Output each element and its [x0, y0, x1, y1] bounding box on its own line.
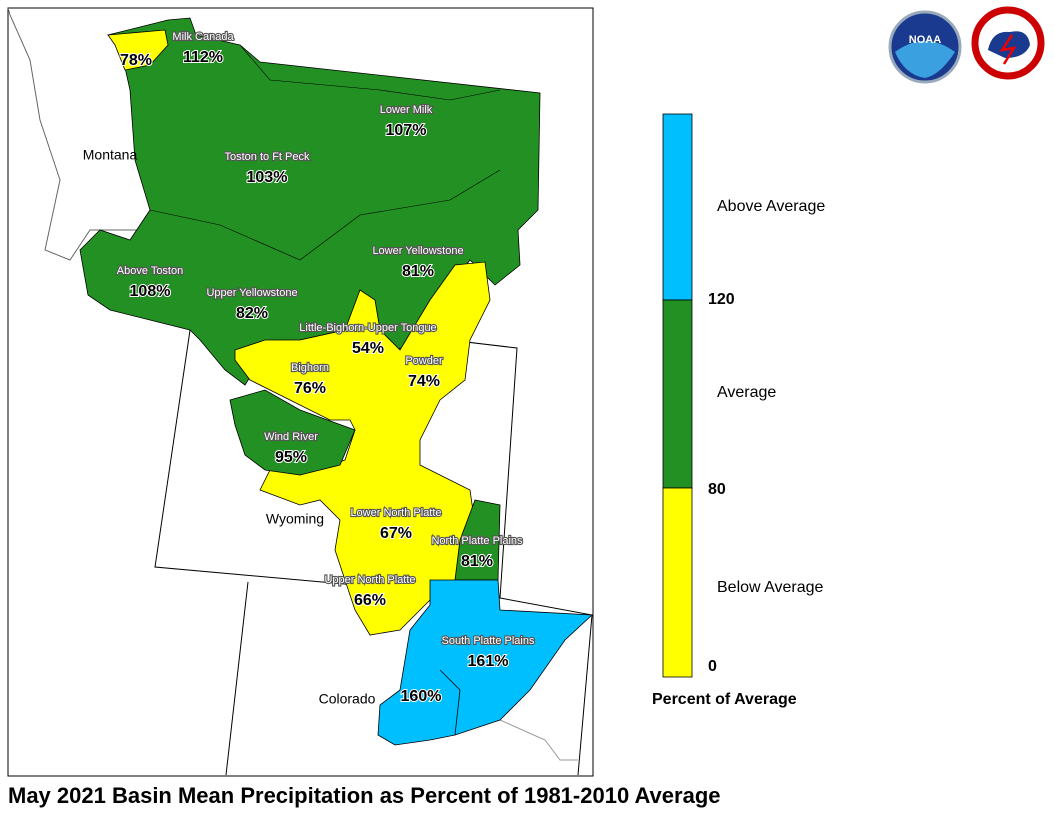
- basin-name: Wind River: [264, 431, 318, 443]
- legend-label: Average: [717, 384, 776, 401]
- basin-value: 161%: [468, 653, 509, 670]
- basin-value: 81%: [402, 263, 434, 280]
- basin-name: Little-Bighorn-Upper Tongue: [299, 322, 436, 334]
- basin-value: 108%: [130, 283, 171, 300]
- noaa-logo-text: NOAA: [909, 34, 941, 46]
- basin-name: North Platte Plains: [431, 535, 523, 547]
- basin-name: Above Toston: [117, 265, 183, 277]
- state-border: [225, 581, 249, 776]
- noaa-logo-wave: [895, 41, 955, 78]
- basin-value: 66%: [354, 592, 386, 609]
- basin-value: 103%: [247, 169, 288, 186]
- basin-value: 112%: [183, 49, 223, 66]
- state-label: Colorado: [319, 691, 376, 707]
- basin-name: South Platte Plains: [442, 635, 535, 647]
- basin-below: [107, 29, 169, 71]
- legend-swatch-below: [662, 487, 693, 678]
- basin-name: Lower North Platte: [350, 507, 441, 519]
- basin-border: [149, 169, 501, 261]
- legend-label: Above Average: [717, 198, 825, 215]
- basin-name: Toston to Ft Peck: [225, 151, 310, 163]
- nws-logo-bolt: [999, 34, 1017, 65]
- basin-name: Milk Canada: [172, 31, 234, 43]
- basin-value: 54%: [352, 340, 384, 357]
- nws-logo-cloud: [988, 31, 1030, 58]
- legend-tick: 120: [708, 291, 735, 308]
- basin-value: 76%: [294, 380, 326, 397]
- basin-name: Upper North Platte: [324, 574, 415, 586]
- state-border: [7, 7, 140, 261]
- county-border: [499, 719, 578, 761]
- basin-value: 160%: [401, 688, 442, 705]
- basin-average: [229, 389, 356, 476]
- map-title: May 2021 Basin Mean Precipitation as Per…: [8, 783, 721, 808]
- basin-name: Powder: [405, 355, 443, 367]
- basin-value: 74%: [408, 373, 440, 390]
- legend-tick: 0: [708, 658, 717, 675]
- basin-name: Upper Yellowstone: [206, 287, 297, 299]
- basin-name: Lower Milk: [380, 104, 433, 116]
- state-label: Montana: [83, 147, 138, 163]
- basin-above: [377, 579, 593, 746]
- basin-value: 78%: [120, 52, 152, 69]
- basin-border: [239, 44, 501, 101]
- state-label: Wyoming: [266, 511, 324, 527]
- basin-border: [439, 669, 461, 736]
- legend-title: Percent of Average: [652, 691, 797, 708]
- basin-name: Lower Yellowstone: [372, 245, 463, 257]
- basin-value: 67%: [380, 525, 412, 542]
- legend-swatch-above: [662, 113, 693, 301]
- legend-label: Below Average: [717, 579, 824, 596]
- basin-value: 107%: [386, 122, 427, 139]
- legend-swatch-average: [662, 299, 693, 489]
- legend-tick: 80: [708, 481, 726, 498]
- basin-value: 82%: [236, 305, 268, 322]
- basin-value: 81%: [461, 553, 493, 570]
- basin-name: Bighorn: [291, 362, 329, 374]
- basin-value: 95%: [275, 449, 307, 466]
